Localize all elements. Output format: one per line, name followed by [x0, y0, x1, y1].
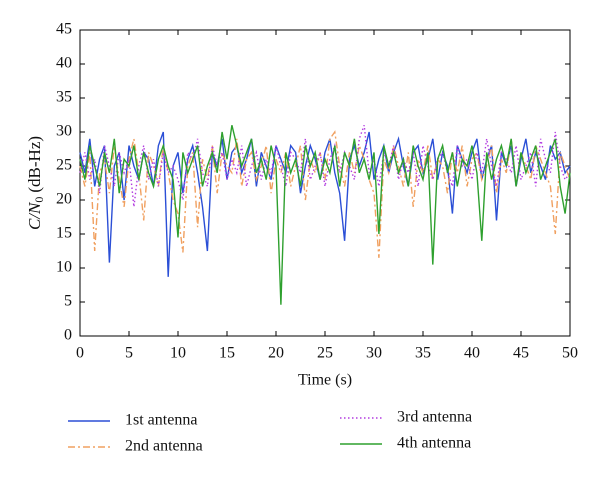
y-tick-label: 30	[56, 123, 72, 140]
x-axis-label: Time (s)	[298, 372, 352, 389]
legend-label: 4th antenna	[397, 435, 471, 452]
x-tick-label: 35	[415, 345, 431, 362]
y-tick-label: 5	[64, 293, 72, 310]
y-label-main: C/N	[25, 201, 44, 230]
legend-label: 3rd antenna	[397, 409, 472, 426]
x-tick-label: 40	[464, 345, 480, 362]
legend-label: 2nd antenna	[125, 438, 203, 455]
x-tick-label: 10	[170, 345, 186, 362]
x-tick-label: 20	[268, 345, 284, 362]
y-label-unit: (dB-Hz)	[25, 136, 44, 193]
x-tick-label: 50	[562, 345, 578, 362]
x-tick-label: 25	[317, 345, 333, 362]
y-tick-label: 10	[56, 259, 72, 276]
y-tick-label: 35	[56, 89, 72, 106]
y-tick-label: 45	[56, 21, 72, 38]
y-axis-label: C/N0 (dB-Hz)	[25, 136, 46, 230]
y-tick-label: 0	[64, 327, 72, 344]
x-tick-label: 5	[125, 345, 133, 362]
y-tick-label: 25	[56, 157, 72, 174]
x-tick-label: 15	[219, 345, 235, 362]
x-tick-label: 45	[513, 345, 529, 362]
y-tick-label: 15	[56, 225, 72, 242]
y-label-sub: 0	[32, 197, 46, 203]
series-line	[79, 130, 571, 258]
series-line	[79, 131, 571, 277]
x-tick-label: 30	[366, 345, 382, 362]
legend-label: 1st antenna	[125, 412, 197, 429]
y-tick-label: 40	[56, 55, 72, 72]
y-tick-label: 20	[56, 191, 72, 208]
series-line	[79, 124, 571, 207]
x-tick-label: 0	[76, 345, 84, 362]
series-line	[79, 125, 571, 305]
